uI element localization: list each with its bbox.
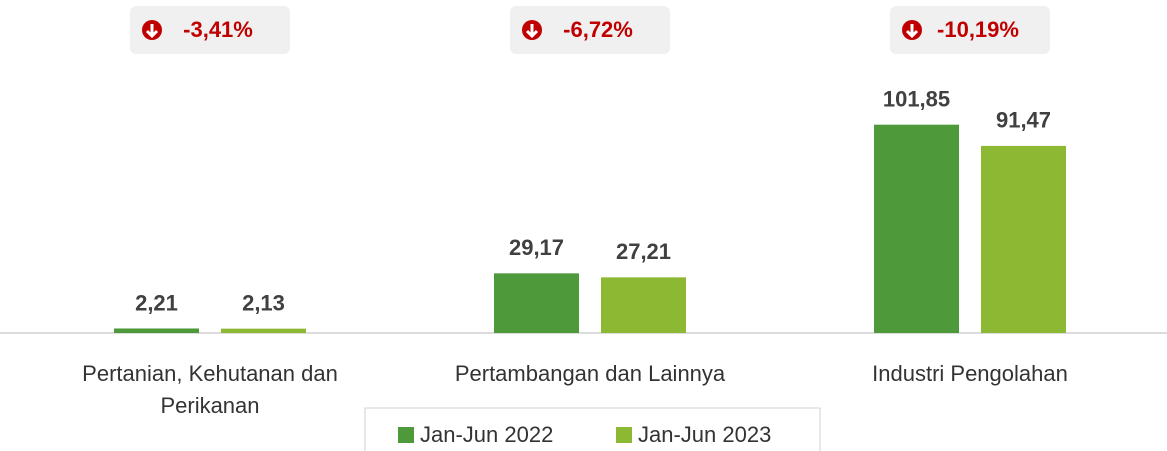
data-label: 91,47 bbox=[996, 108, 1051, 133]
legend-label: Jan-Jun 2022 bbox=[420, 422, 553, 447]
down-arrow bbox=[905, 24, 919, 39]
data-label: 101,85 bbox=[883, 86, 950, 111]
data-label: 2,13 bbox=[242, 290, 285, 315]
change-label: -10,19% bbox=[937, 17, 1019, 42]
legend-swatch bbox=[398, 427, 414, 443]
down-arrow bbox=[145, 24, 159, 39]
badge-box bbox=[130, 6, 290, 54]
change-label: -6,72% bbox=[563, 17, 633, 42]
legend-box bbox=[364, 407, 821, 451]
bar bbox=[114, 328, 199, 333]
change-label: -3,41% bbox=[183, 17, 253, 42]
badge-box bbox=[510, 6, 670, 54]
data-label: 2,21 bbox=[135, 290, 178, 315]
down-arrow bbox=[525, 24, 539, 39]
x-tick-label: Pertambangan dan Lainnya bbox=[454, 361, 726, 386]
data-label: 29,17 bbox=[509, 235, 564, 260]
bar bbox=[981, 145, 1066, 333]
bar bbox=[494, 273, 579, 333]
change-badge: -3,41% bbox=[130, 6, 290, 54]
bar bbox=[221, 328, 306, 333]
data-label: 27,21 bbox=[616, 239, 671, 264]
badge-box bbox=[890, 6, 1050, 54]
change-badge: -6,72% bbox=[510, 6, 670, 54]
x-tick-label: Industri Pengolahan bbox=[872, 361, 1068, 386]
change-badge: -10,19% bbox=[890, 6, 1050, 54]
bar bbox=[874, 124, 959, 333]
bar bbox=[601, 277, 686, 333]
legend-swatch bbox=[616, 427, 632, 443]
x-tick-label: Pertanian, Kehutanan dan Perikanan bbox=[82, 361, 338, 418]
legend-label: Jan-Jun 2023 bbox=[638, 422, 771, 447]
